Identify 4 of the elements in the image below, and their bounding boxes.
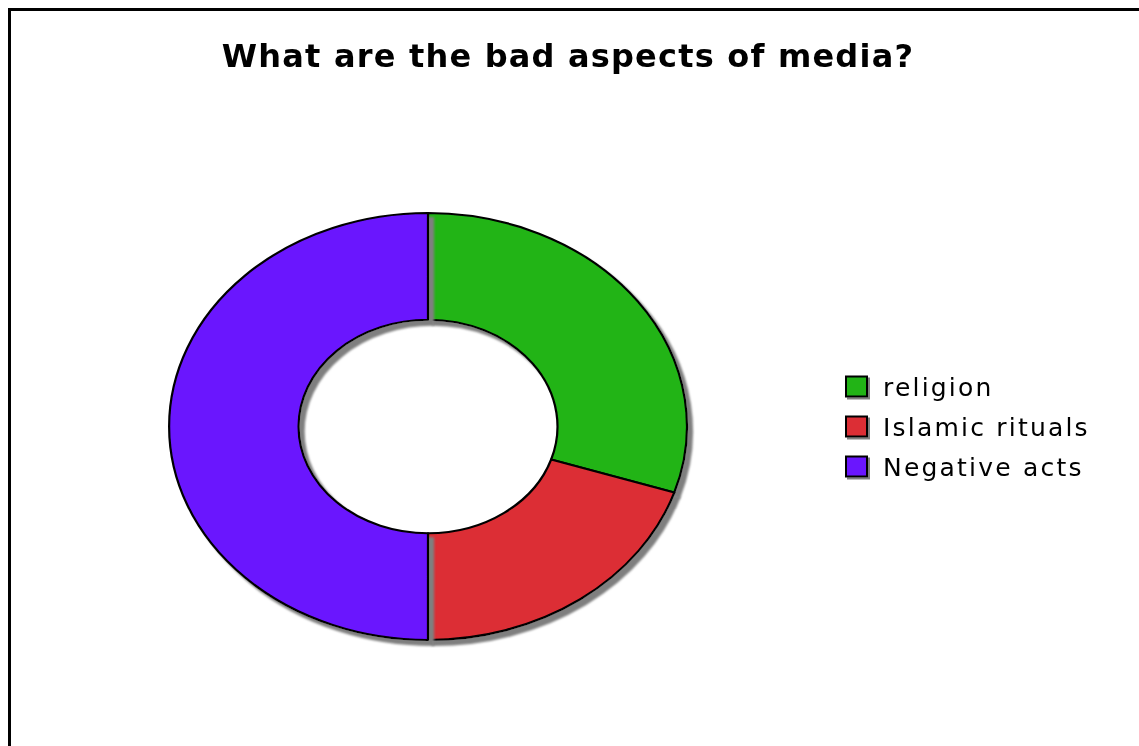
chart-title: What are the bad aspects of media? (221, 37, 915, 75)
legend-label: religion (883, 373, 994, 402)
legend-label: Negative acts (883, 453, 1084, 482)
legend-label: Islamic rituals (883, 413, 1090, 442)
